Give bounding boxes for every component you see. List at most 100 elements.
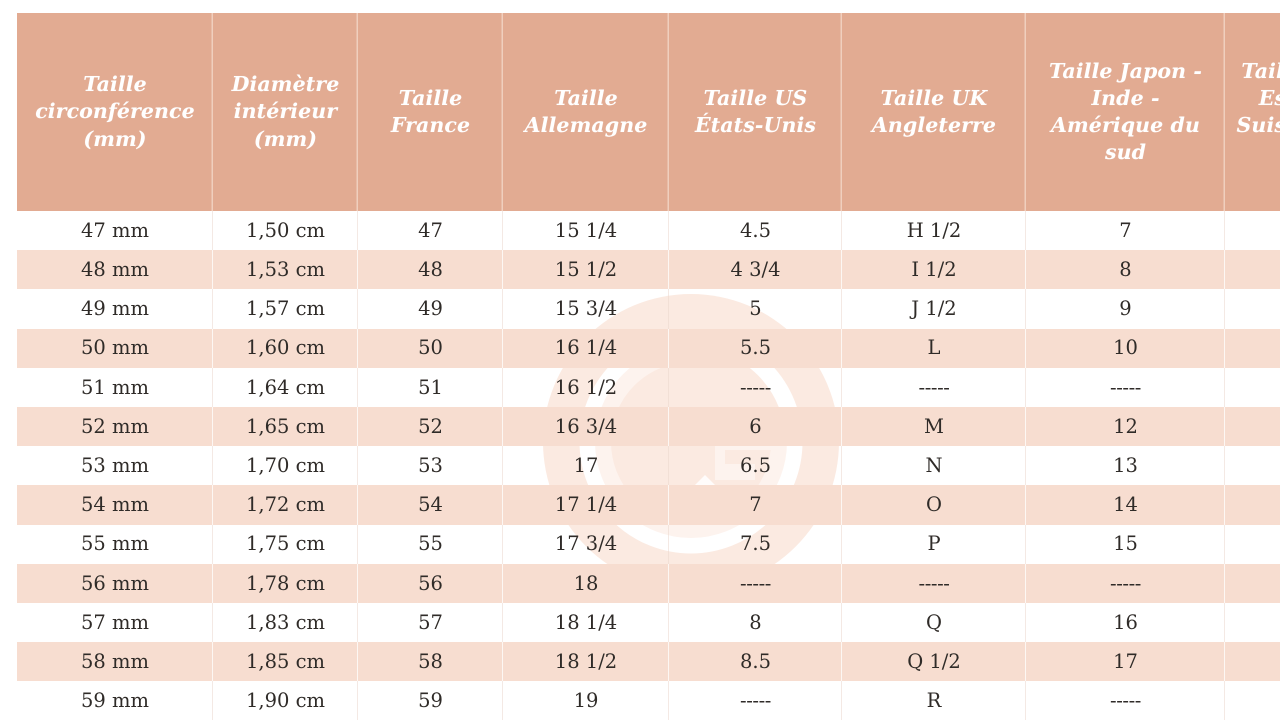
header-line: Taille UK	[880, 85, 988, 110]
cell-us: 4 3/4	[669, 250, 842, 290]
cell-italy: 15	[1225, 525, 1280, 564]
cell-japan: 14	[1026, 485, 1225, 525]
cell-germany: 16 3/4	[503, 406, 669, 447]
cell-inner-diameter: 1,60 cm	[213, 328, 358, 368]
cell-uk: -----	[842, 368, 1026, 407]
cell-inner-diameter: 1,75 cm	[213, 525, 358, 564]
header-line: Taille	[554, 85, 618, 110]
cell-circumference: 58 mm	[17, 642, 213, 682]
cell-circumference: 53 mm	[17, 446, 213, 485]
cell-germany: 17 1/4	[503, 485, 669, 525]
cell-germany: 15 1/4	[503, 211, 669, 250]
cell-us: 6	[669, 406, 842, 447]
cell-circumference: 59 mm	[17, 681, 213, 720]
cell-japan: 16	[1026, 603, 1225, 642]
cell-uk: L	[842, 328, 1026, 368]
cell-us: -----	[669, 368, 842, 407]
header-line: Taille Italie -	[1241, 58, 1280, 83]
cell-inner-diameter: 1,83 cm	[213, 603, 358, 642]
cell-japan: -----	[1026, 681, 1225, 720]
cell-italy: 18	[1225, 642, 1280, 682]
column-header-inner-diameter: Diamètre intérieur (mm)	[213, 13, 358, 211]
cell-germany: 15 3/4	[503, 289, 669, 328]
column-header-france: Taille France	[358, 13, 503, 211]
cell-japan: 15	[1026, 525, 1225, 564]
cell-france: 58	[358, 642, 503, 682]
cell-circumference: 56 mm	[17, 563, 213, 603]
cell-germany: 17	[503, 446, 669, 485]
cell-inner-diameter: 1,53 cm	[213, 250, 358, 290]
header-line: Taille	[398, 85, 463, 110]
cell-inner-diameter: 1,50 cm	[213, 211, 358, 250]
cell-uk: N	[842, 446, 1026, 485]
cell-italy: 8	[1225, 250, 1280, 290]
cell-japan: 17	[1026, 642, 1225, 682]
cell-uk: Q 1/2	[842, 642, 1026, 682]
cell-france: 49	[358, 289, 503, 328]
header-line: Espagne -	[1258, 85, 1280, 110]
header-line: intérieur	[233, 99, 338, 124]
cell-us: 4.5	[669, 211, 842, 250]
cell-uk: O	[842, 485, 1026, 525]
cell-germany: 18 1/2	[503, 642, 669, 682]
cell-france: 55	[358, 525, 503, 564]
cell-uk: P	[842, 525, 1026, 564]
header-line: Suisse - Pays-	[1236, 113, 1280, 137]
header-row: Taille circonférence (mm) Diamètre intér…	[17, 13, 1280, 211]
column-header-circumference: Taille circonférence (mm)	[17, 13, 213, 211]
cell-japan: 12	[1026, 406, 1225, 447]
cell-italy: 13	[1225, 446, 1280, 485]
cell-circumference: 51 mm	[17, 368, 213, 407]
header-line: France	[390, 113, 471, 137]
cell-italy: 10	[1225, 328, 1280, 368]
header-line: Taille US	[703, 85, 808, 110]
cell-france: 52	[358, 406, 503, 447]
cell-us: 7.5	[669, 525, 842, 564]
cell-italy: 7	[1225, 211, 1280, 250]
header-line: Taille Japon -	[1048, 58, 1203, 83]
cell-us: -----	[669, 563, 842, 603]
cell-circumference: 50 mm	[17, 328, 213, 368]
cell-japan: -----	[1026, 368, 1225, 407]
cell-japan: 8	[1026, 250, 1225, 290]
cell-italy: 14	[1225, 485, 1280, 525]
cell-germany: 19	[503, 681, 669, 720]
cell-uk: -----	[842, 563, 1026, 603]
cell-circumference: 49 mm	[17, 289, 213, 328]
cell-inner-diameter: 1,57 cm	[213, 289, 358, 328]
cell-us: -----	[669, 681, 842, 720]
cell-uk: R	[842, 681, 1026, 720]
cell-france: 48	[358, 250, 503, 290]
table-header: Taille circonférence (mm) Diamètre intér…	[17, 13, 1280, 211]
cell-italy: 11	[1225, 368, 1280, 407]
cell-circumference: 52 mm	[17, 406, 213, 447]
cell-japan: 10	[1026, 328, 1225, 368]
cell-japan: 7	[1026, 211, 1225, 250]
cell-circumference: 54 mm	[17, 485, 213, 525]
cell-uk: Q	[842, 603, 1026, 642]
cell-us: 5.5	[669, 328, 842, 368]
cell-us: 5	[669, 289, 842, 328]
cell-inner-diameter: 1,90 cm	[213, 681, 358, 720]
cell-italy: 19	[1225, 681, 1280, 720]
header-line: Inde -	[1091, 85, 1160, 110]
cell-uk: H 1/2	[842, 211, 1026, 250]
cell-italy: 17	[1225, 603, 1280, 642]
ring-size-conversion-table: Taille circonférence (mm) Diamètre intér…	[17, 13, 1280, 720]
column-header-germany: Taille Allemagne	[503, 13, 669, 211]
cell-germany: 15 1/2	[503, 250, 669, 290]
cell-uk: I 1/2	[842, 250, 1026, 290]
cell-germany: 17 3/4	[503, 525, 669, 564]
header-line: sud	[1104, 140, 1147, 165]
cell-inner-diameter: 1,78 cm	[213, 563, 358, 603]
cell-france: 53	[358, 446, 503, 485]
cell-germany: 18 1/4	[503, 603, 669, 642]
